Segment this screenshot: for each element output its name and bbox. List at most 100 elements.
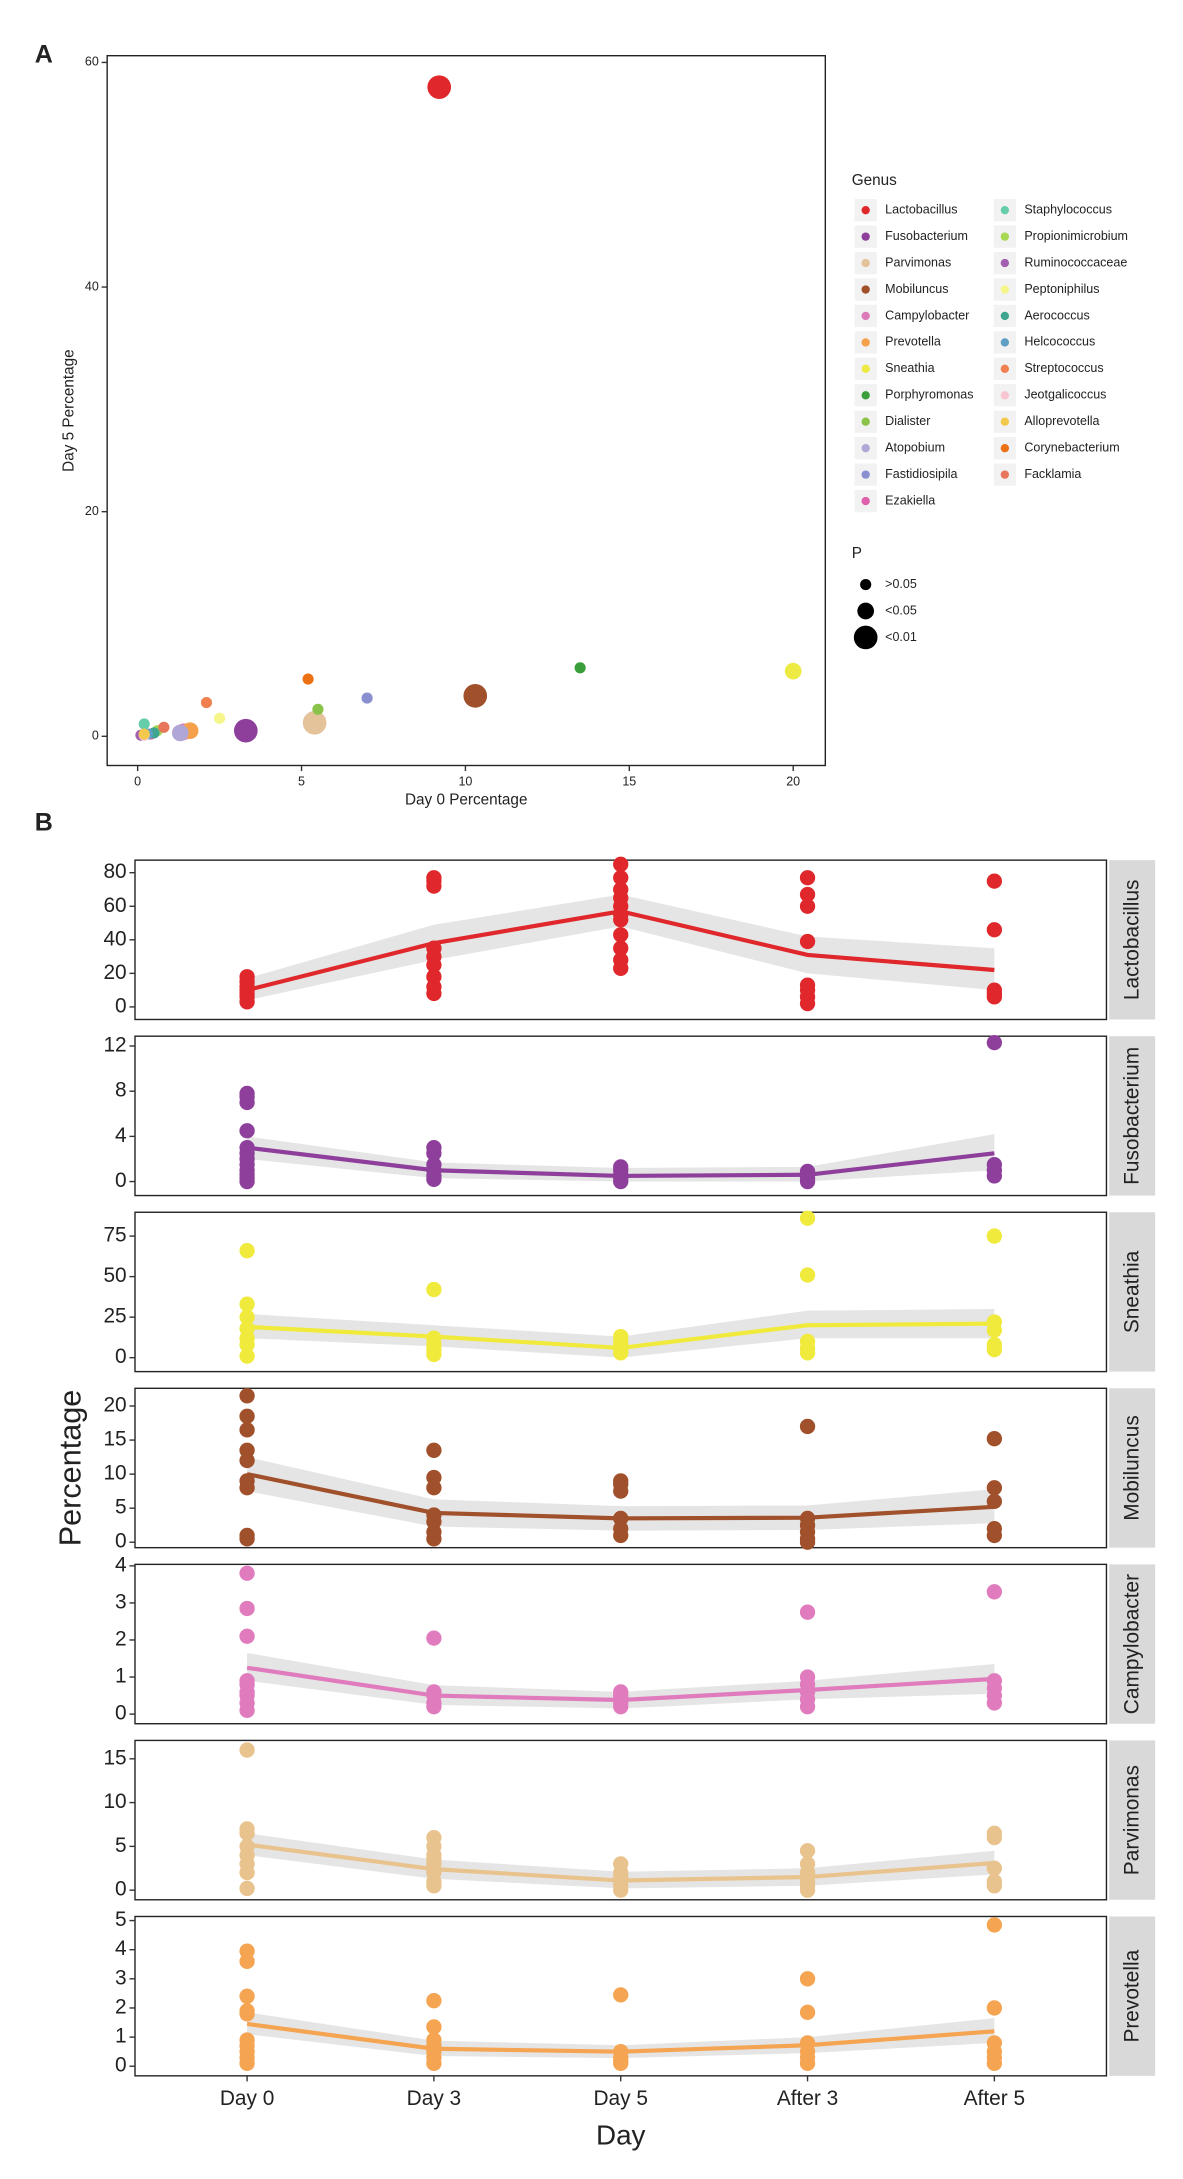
size-legend-title: P — [852, 545, 862, 562]
legend-label: Campylobacter — [885, 308, 969, 322]
y-tick-label: 5 — [115, 1834, 127, 1857]
legend-label: Dialister — [885, 414, 930, 428]
point — [613, 940, 629, 956]
point — [239, 2032, 255, 2048]
y-tick-label: 1 — [115, 1665, 127, 1688]
size-swatch — [853, 625, 878, 650]
point — [239, 1408, 255, 1424]
legend-label: Aerococcus — [1024, 308, 1089, 322]
y-tick-label: 25 — [103, 1305, 126, 1328]
x-tick-label: 20 — [786, 775, 800, 789]
legend-label: Corynebacterium — [1024, 440, 1119, 454]
y-tick-label: 3 — [115, 1590, 127, 1613]
point — [239, 1880, 255, 1897]
legend-swatch — [1000, 258, 1010, 268]
point — [986, 1584, 1003, 1600]
point — [613, 881, 629, 898]
point — [239, 1422, 255, 1438]
size-label: <0.05 — [885, 603, 917, 617]
x-tick-label: After 3 — [777, 2087, 838, 2110]
legend-label: Mobiluncus — [885, 282, 948, 296]
legend-label: Atopobium — [885, 440, 945, 454]
legend-label: Jeotgalicoccus — [1024, 388, 1106, 402]
point — [799, 870, 816, 886]
legend-swatch — [1000, 391, 1010, 400]
legend-swatch — [861, 364, 870, 374]
trend-line — [246, 2021, 995, 2054]
point — [613, 856, 629, 872]
point — [986, 873, 1003, 889]
y-tick-label: 2 — [115, 1627, 127, 1650]
legend-label: Staphylococcus — [1024, 202, 1112, 216]
point — [239, 1628, 255, 1644]
point — [239, 1742, 255, 1758]
point — [986, 2035, 1003, 2051]
point — [239, 1565, 255, 1581]
x-tick-label: Day 3 — [407, 2087, 461, 2110]
strip-label: Campylobacter — [1120, 1574, 1143, 1714]
x-tick-label: After 5 — [964, 2087, 1025, 2110]
point — [239, 1140, 255, 1156]
trend-line — [246, 1665, 995, 1703]
y-tick-label: 60 — [85, 55, 99, 69]
strip — [1109, 1036, 1156, 1196]
point — [799, 1669, 816, 1685]
point — [426, 2019, 442, 2035]
y-tick-label: 80 — [103, 860, 126, 883]
point — [799, 1856, 816, 1872]
point — [799, 933, 816, 950]
y-tick-label: 1 — [115, 2025, 127, 2048]
plot-frame — [106, 55, 827, 767]
point — [613, 870, 629, 886]
point — [799, 1971, 816, 1987]
y-tick-label: 0 — [115, 1702, 127, 1725]
legend-swatch — [1000, 311, 1010, 321]
trend-line — [246, 1472, 995, 1521]
legend-label: Lactobacillus — [885, 202, 957, 216]
point — [986, 1228, 1003, 1244]
panel-label: A — [35, 40, 53, 68]
legend-label: Ruminococcaceae — [1024, 255, 1127, 269]
point — [613, 1159, 629, 1175]
point — [986, 1337, 1003, 1353]
point — [799, 1604, 816, 1620]
point — [986, 982, 1003, 998]
point — [239, 2003, 255, 2019]
legend-label: Sneathia — [885, 361, 934, 375]
point — [613, 1856, 629, 1872]
point — [613, 1684, 629, 1700]
y-tick-label: 12 — [103, 1034, 126, 1057]
point — [239, 969, 255, 985]
legend-label: Ezakiella — [885, 493, 935, 507]
point — [302, 710, 327, 735]
x-tick-label: 0 — [134, 775, 141, 789]
strip — [1109, 1388, 1156, 1548]
point — [200, 697, 213, 709]
point — [799, 977, 816, 993]
point — [138, 728, 150, 740]
legend-swatch — [861, 391, 870, 400]
y-tick-label: 60 — [103, 894, 126, 917]
y-tick-label: 0 — [115, 1878, 127, 1901]
y-tick-label: 4 — [115, 1553, 127, 1576]
point — [574, 662, 586, 674]
size-label: >0.05 — [885, 577, 917, 591]
legend-swatch — [861, 232, 870, 241]
point — [426, 1140, 442, 1156]
point — [986, 1873, 1003, 1890]
point — [239, 1527, 255, 1544]
y-tick-label: 4 — [115, 1937, 127, 1960]
y-tick-label: 40 — [103, 927, 126, 950]
legend-swatch — [861, 496, 870, 506]
point — [426, 1993, 442, 2009]
y-tick-label: 10 — [103, 1462, 126, 1485]
strip — [1109, 1740, 1156, 1900]
point — [239, 1123, 255, 1139]
point — [613, 952, 629, 968]
point — [239, 1309, 255, 1325]
y-axis-title: Percentage — [53, 1390, 87, 1547]
point — [799, 898, 816, 914]
point — [799, 1418, 816, 1435]
x-tick-label: 15 — [622, 775, 636, 789]
point — [426, 1281, 442, 1298]
